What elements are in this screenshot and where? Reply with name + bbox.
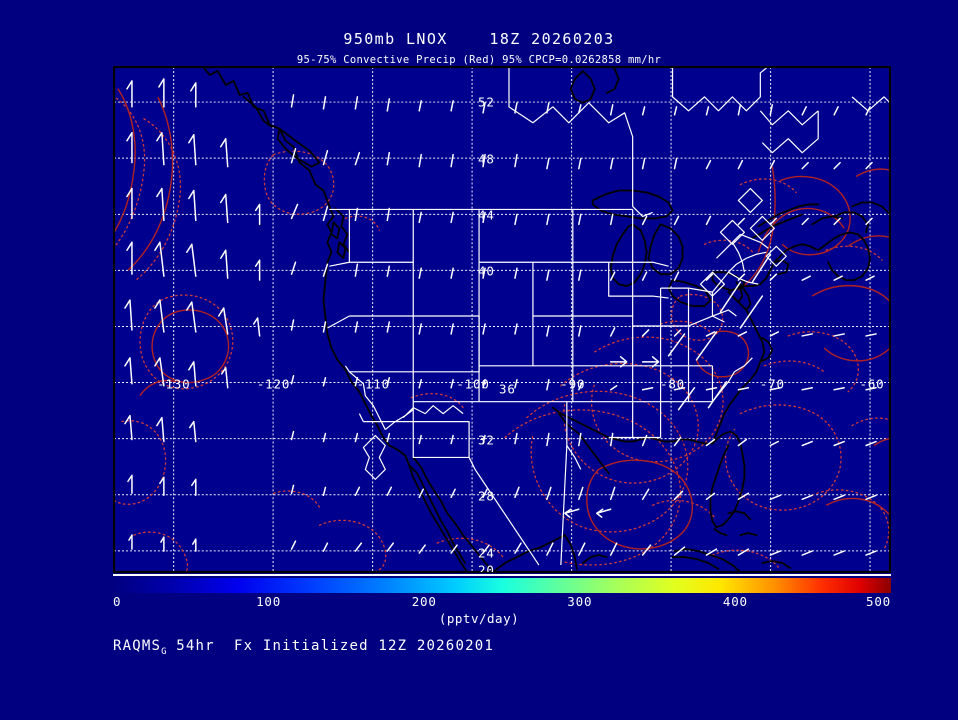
colorbar-unit-label: (pptv/day)	[438, 611, 520, 626]
wind-vectors	[124, 78, 877, 556]
colorbar-tick-400: 400	[722, 594, 748, 609]
map-plot-area[interactable]: -130 -120 -110 -100 -90 -80 -70 -60 52 4…	[113, 66, 891, 573]
colorbar-tick-labels: 0 100 200 300 400 500	[113, 594, 891, 610]
colorbar-top-rule	[113, 574, 891, 576]
colorbar-tick-200: 200	[411, 594, 437, 609]
colorbar-tick-500: 500	[866, 594, 891, 609]
map-frame	[114, 67, 890, 572]
subtitle: 95-75% Convective Precip (Red) 95% CPCP=…	[296, 54, 662, 66]
footer-caption: RAQMSG 54hr Fx Initialized 12Z 20260201	[113, 638, 494, 657]
colorbar[interactable]	[113, 578, 891, 593]
gridlines	[114, 67, 890, 572]
political-borders	[327, 67, 890, 566]
footer-model: RAQMS	[113, 638, 162, 654]
footer-model-subscript: G	[161, 646, 167, 657]
convective-precip-95pct-contours	[114, 88, 890, 550]
convective-precip-75pct-contours	[114, 95, 890, 572]
colorbar-tick-0: 0	[113, 594, 122, 609]
colorbar-gradient	[113, 578, 891, 593]
page-title: 950mb LNOX 18Z 20260203	[343, 30, 615, 48]
colorbar-tick-100: 100	[256, 594, 282, 609]
footer-lead: 54hr Fx Initialized 12Z 20260201	[166, 638, 494, 654]
colorbar-tick-300: 300	[567, 594, 593, 609]
map-svg	[114, 67, 890, 572]
coastlines	[201, 67, 890, 572]
